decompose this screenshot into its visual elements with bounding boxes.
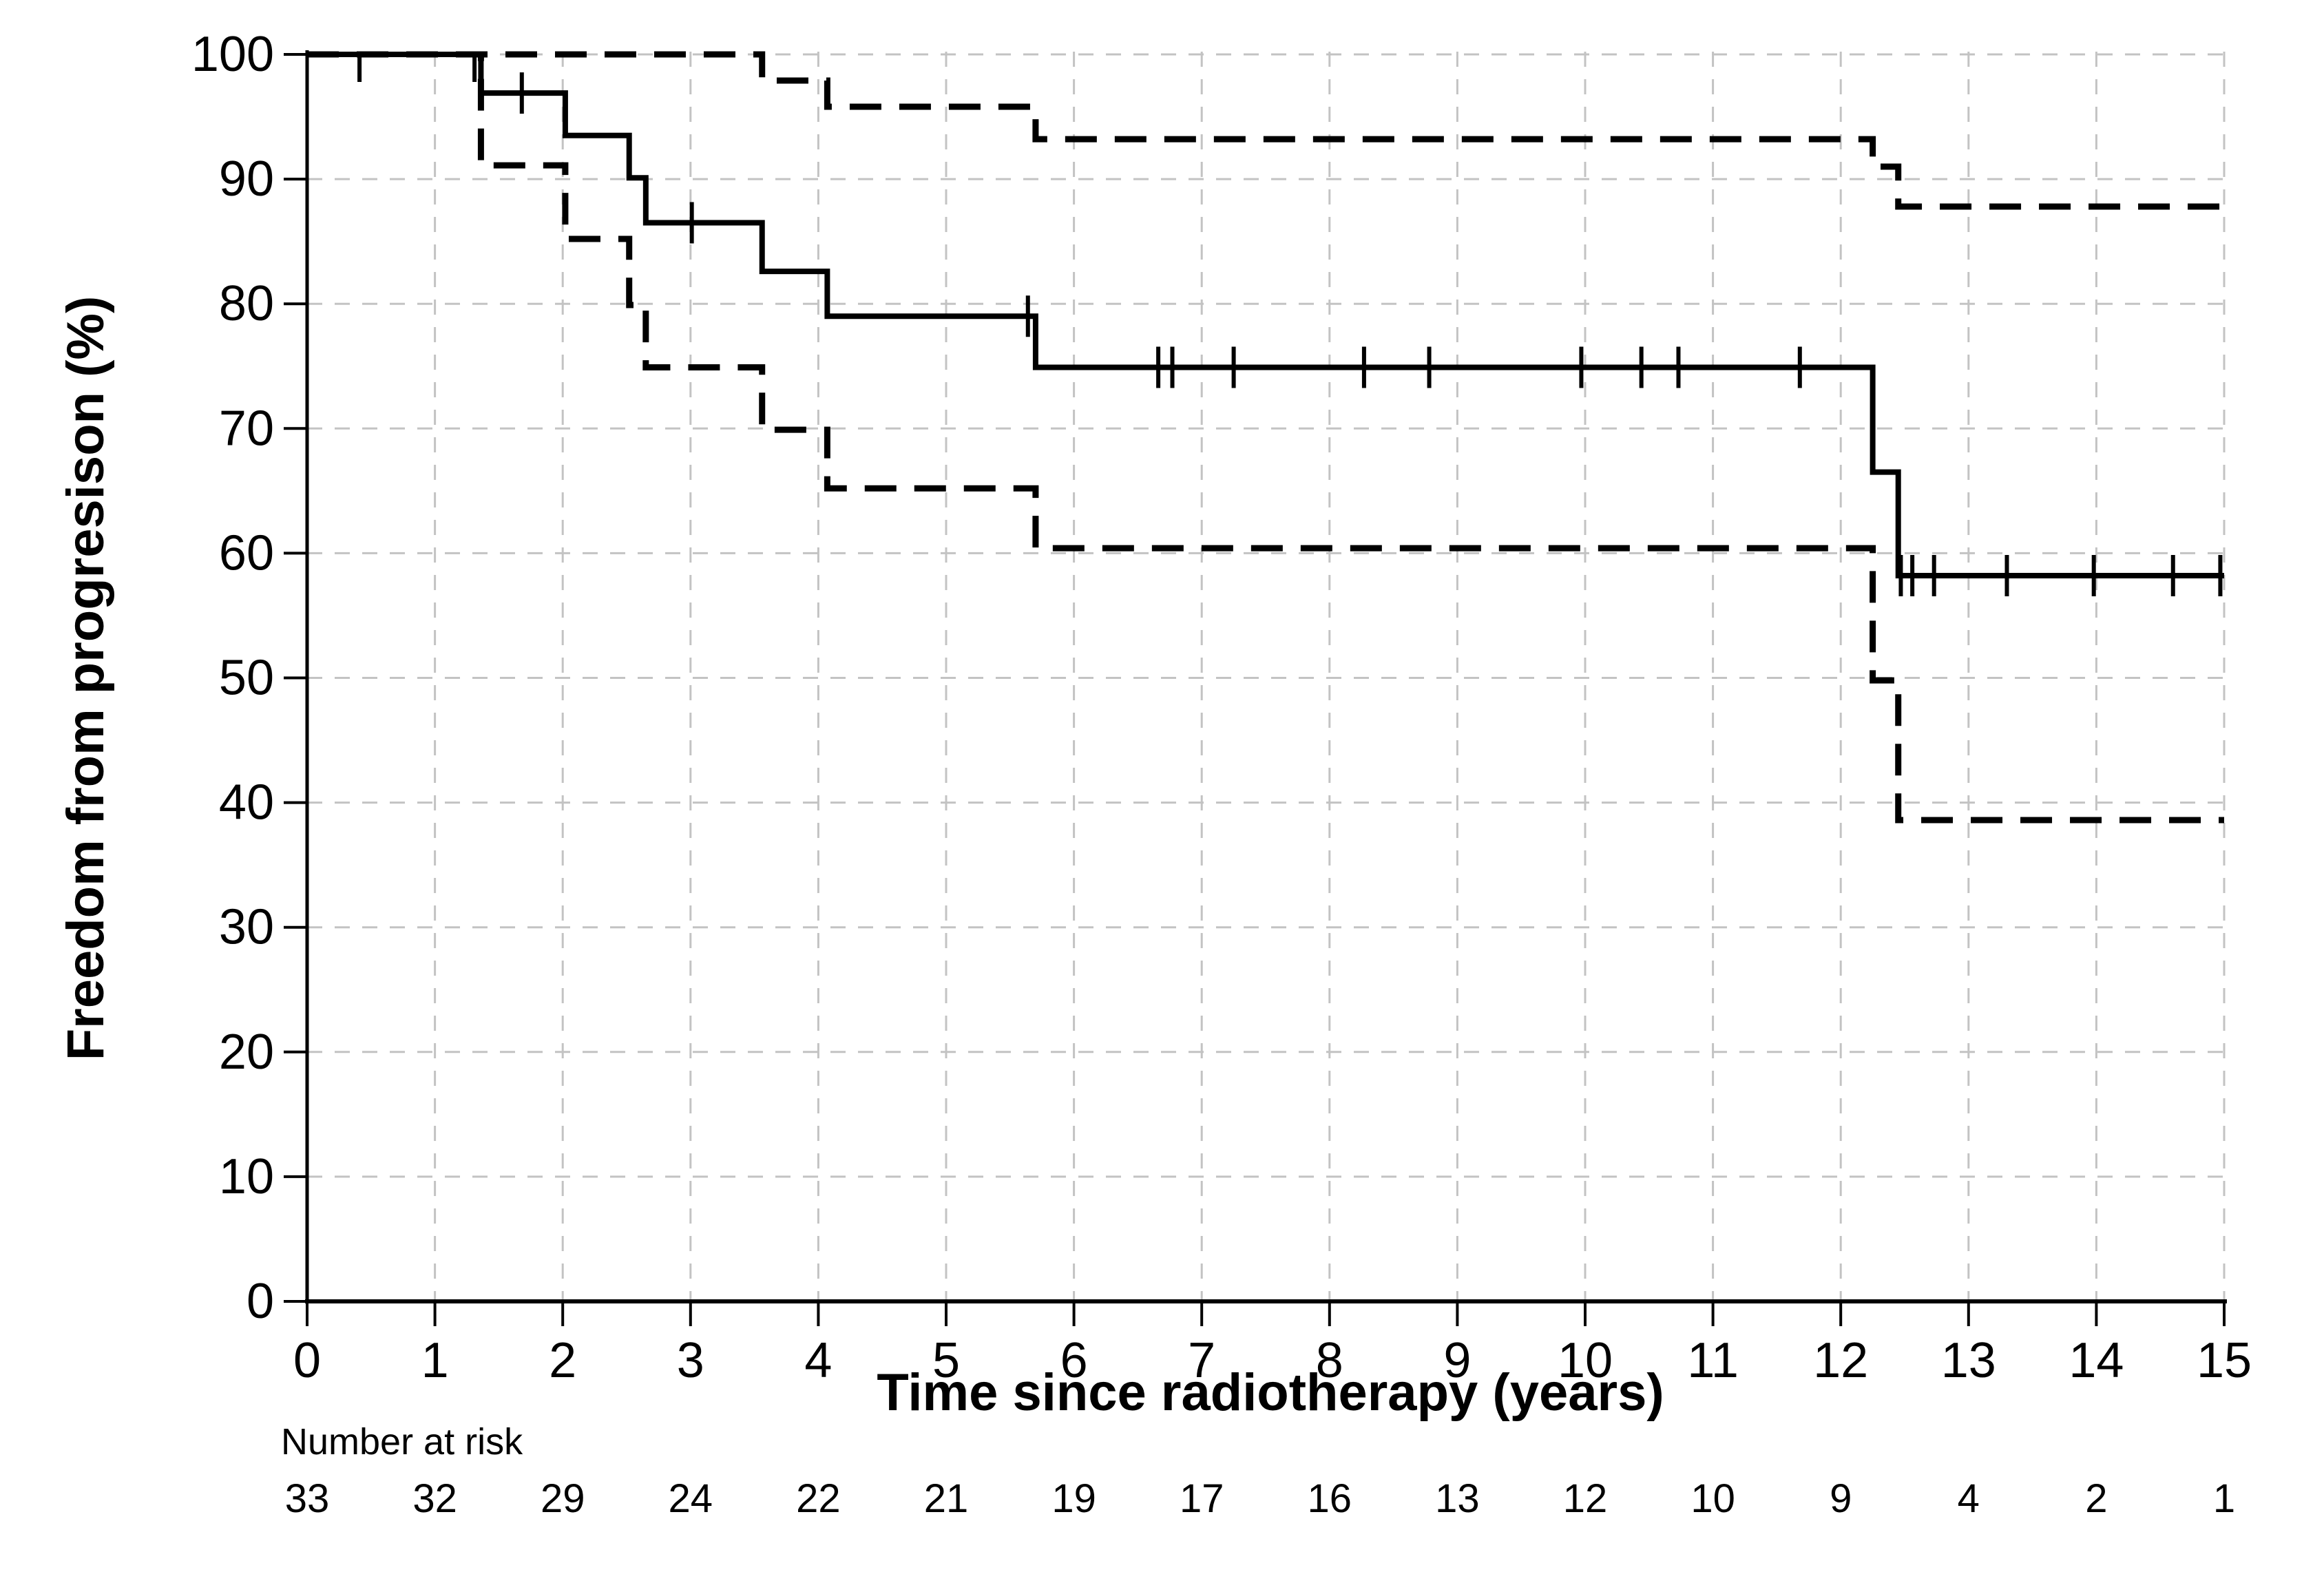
- risk-count: 12: [1563, 1476, 1608, 1521]
- censor-marks-layer: [357, 56, 2223, 596]
- risk-count: 13: [1435, 1476, 1480, 1521]
- risk-count: 2: [2085, 1476, 2107, 1521]
- x-tick-label: 11: [1687, 1333, 1739, 1388]
- risk-count: 10: [1690, 1476, 1735, 1521]
- lower-ci-curve: [307, 51, 2224, 824]
- risk-count: 24: [669, 1476, 713, 1521]
- x-tick-label: 8: [1316, 1333, 1343, 1388]
- upper-ci-curve: [307, 51, 2224, 210]
- y-axis-title: Freedom from progresison (%): [56, 296, 115, 1061]
- x-tick-label: 4: [804, 1333, 832, 1388]
- x-tick-label: 6: [1060, 1333, 1088, 1388]
- x-tick-label: 12: [1813, 1333, 1868, 1388]
- y-tick-label: 40: [219, 775, 274, 830]
- km-estimate-curve: [307, 52, 2224, 578]
- x-tick-label: 10: [1558, 1333, 1613, 1388]
- y-tick-label: 10: [219, 1149, 274, 1204]
- y-tick-label: 100: [191, 27, 274, 82]
- x-tick-label: 15: [2197, 1333, 2252, 1388]
- x-tick-label: 0: [293, 1333, 321, 1388]
- y-tick-label: 20: [219, 1025, 274, 1080]
- number-at-risk-row: 33 32 29 24 22 21 19 17 16 13 12 10 9 4 2 1: [285, 1476, 2235, 1521]
- x-tick-label: 7: [1188, 1333, 1215, 1388]
- y-tick-label: 30: [219, 900, 274, 955]
- risk-count: 9: [1830, 1476, 1852, 1521]
- x-axis-title: Time since radiotherapy (years): [877, 1363, 1664, 1422]
- risk-count: 21: [924, 1476, 969, 1521]
- x-tick-label: 3: [677, 1333, 704, 1388]
- x-tick-label: 1: [421, 1333, 449, 1388]
- y-tick-label: 50: [219, 651, 274, 706]
- gridlines-layer: [307, 52, 2235, 1301]
- y-tick-label: 90: [219, 151, 274, 207]
- risk-count: 16: [1308, 1476, 1352, 1521]
- risk-count: 22: [796, 1476, 841, 1521]
- risk-count: 29: [541, 1476, 585, 1521]
- y-tick-label: 70: [219, 401, 274, 456]
- curves-layer: [307, 51, 2224, 824]
- x-tick-label: 14: [2069, 1333, 2124, 1388]
- y-tick-label: 60: [219, 525, 274, 580]
- y-tick-label: 80: [219, 276, 274, 331]
- y-tick-label: 0: [247, 1274, 274, 1329]
- number-at-risk-label: Number at risk: [281, 1421, 523, 1463]
- axes-layer: [284, 50, 2227, 1326]
- risk-count: 4: [1958, 1476, 1980, 1521]
- x-tick-label: 2: [549, 1333, 576, 1388]
- risk-count: 19: [1051, 1476, 1096, 1521]
- risk-count: 1: [2213, 1476, 2235, 1521]
- x-tick-label: 13: [1941, 1333, 1996, 1388]
- x-tick-label: 9: [1443, 1333, 1471, 1388]
- risk-count: 32: [412, 1476, 457, 1521]
- risk-count: 17: [1180, 1476, 1224, 1521]
- risk-count: 33: [285, 1476, 330, 1521]
- x-tick-label: 5: [932, 1333, 960, 1388]
